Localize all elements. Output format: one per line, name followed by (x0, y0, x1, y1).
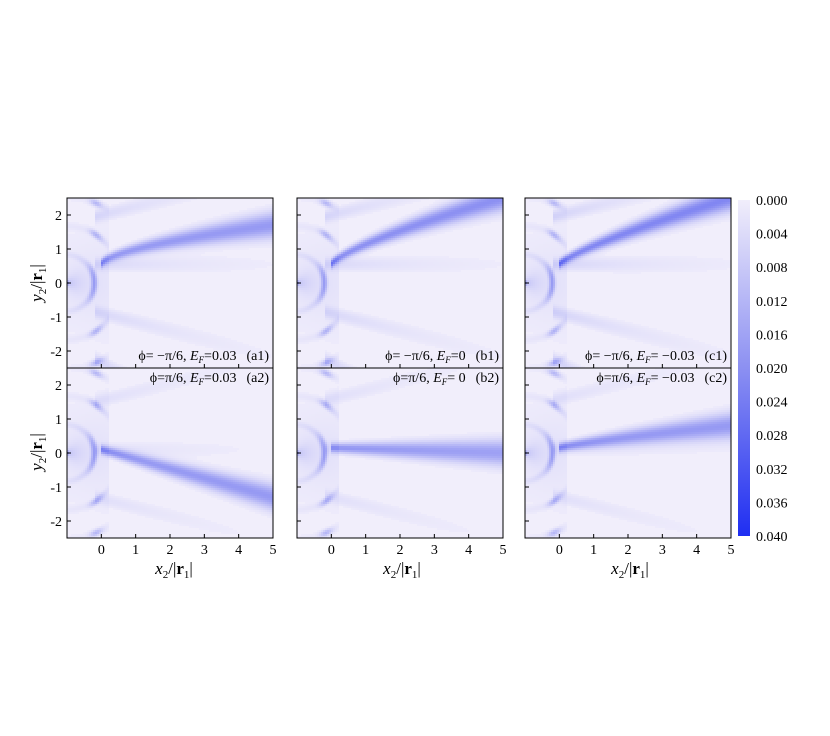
y-tick-label: 1 (55, 413, 62, 428)
x-tick-label: 0 (328, 543, 335, 558)
colorbar-tick-label: 0.024 (756, 396, 788, 411)
colorbar: 0.000 0.004 0.008 0.012 0.016 0.020 0.024 0.028… (738, 194, 788, 545)
panel-c1: ϕ= −π/6, EF= −0.03 (c1) (525, 198, 731, 368)
y-tick-label: 0 (55, 447, 62, 462)
y-tick-label: -1 (50, 481, 62, 496)
y-tick-label: 2 (55, 379, 62, 394)
x-tick-label: 1 (590, 543, 597, 558)
x-tick-label: 4 (465, 543, 472, 558)
panel-a2: ϕ=π/6, EF=0.03 (a2) 2 1 0 -1 -2 0 1 2 3 4 5 (50, 368, 276, 558)
panel-b2: ϕ=π/6, EF= 0 (b2)0 1 2 3 4 5 (297, 368, 507, 558)
x-tick-label: 3 (431, 543, 438, 558)
x-tick-label: 3 (659, 543, 666, 558)
colorbar-tick-label: 0.036 (756, 496, 788, 511)
y-tick-label: 1 (55, 243, 62, 258)
y-tick-label: -2 (50, 345, 62, 360)
colorbar-tick-label: 0.004 (756, 228, 788, 243)
y-tick-label: 2 (55, 209, 62, 224)
x-tick-label: 1 (132, 543, 139, 558)
colorbar-tick-label: 0.000 (756, 194, 788, 209)
panel-annotation: ϕ=π/6, EF=0.03 (a2) (150, 371, 270, 387)
panels: ϕ= −π/6, EF=0.03 (a1)210-1-2 ϕ= −π/6, EF=0… (50, 198, 734, 558)
x-tick-label: 1 (362, 543, 369, 558)
panel-annotation: ϕ= −π/6, EF=0 (b1) (385, 349, 499, 365)
y-axis-title: y2/|r1| (27, 433, 49, 473)
y-tick-label: -1 (50, 311, 62, 326)
x-tick-label: 4 (693, 543, 700, 558)
colorbar-tick-label: 0.032 (756, 463, 788, 478)
x-tick-label: 2 (625, 543, 632, 558)
panel-a1: ϕ= −π/6, EF=0.03 (a1) 2 1 0 -1 -2 (50, 198, 273, 368)
colorbar-tick-label: 0.012 (756, 295, 788, 310)
colorbar-tick-label: 0.008 (756, 261, 788, 276)
panel-annotation: ϕ= −π/6, EF= −0.03 (c1) (585, 349, 727, 365)
panel-annotation: ϕ= −π/6, EF=0.03 (a1) (138, 349, 269, 365)
colorbar-tick-label: 0.028 (756, 429, 788, 444)
y-tick-label: -2 (50, 515, 62, 530)
x-tick-label: 5 (270, 543, 277, 558)
x-tick-label: 5 (728, 543, 735, 558)
y-axis-title: y2/|r1| (27, 264, 49, 304)
colorbar-gradient (738, 200, 750, 536)
y-tick-label: 0 (55, 277, 62, 292)
x-tick-label: 2 (397, 543, 404, 558)
x-tick-label: 0 (556, 543, 563, 558)
x-tick-label: 2 (167, 543, 174, 558)
panel-annotation: ϕ=π/6, EF= −0.03 (c2) (596, 371, 727, 387)
colorbar-tick-label: 0.016 (756, 328, 788, 343)
x-tick-label: 4 (235, 543, 242, 558)
panel-b1: ϕ= −π/6, EF=0 (b1) (297, 198, 503, 368)
colorbar-tick-label: 0.020 (756, 362, 788, 377)
x-tick-label: 3 (201, 543, 208, 558)
x-tick-label: 0 (98, 543, 105, 558)
x-axis-title: x2/|r1| (382, 559, 421, 581)
x-axis-title: x2/|r1| (610, 559, 649, 581)
x-tick-label: 5 (500, 543, 507, 558)
panel-c2: ϕ=π/6, EF= −0.03 (c2) 0 1 2 3 4 5 (525, 368, 735, 558)
x-axis-title: x2/|r1| (154, 559, 193, 581)
colorbar-tick-label: 0.040 (756, 530, 788, 545)
